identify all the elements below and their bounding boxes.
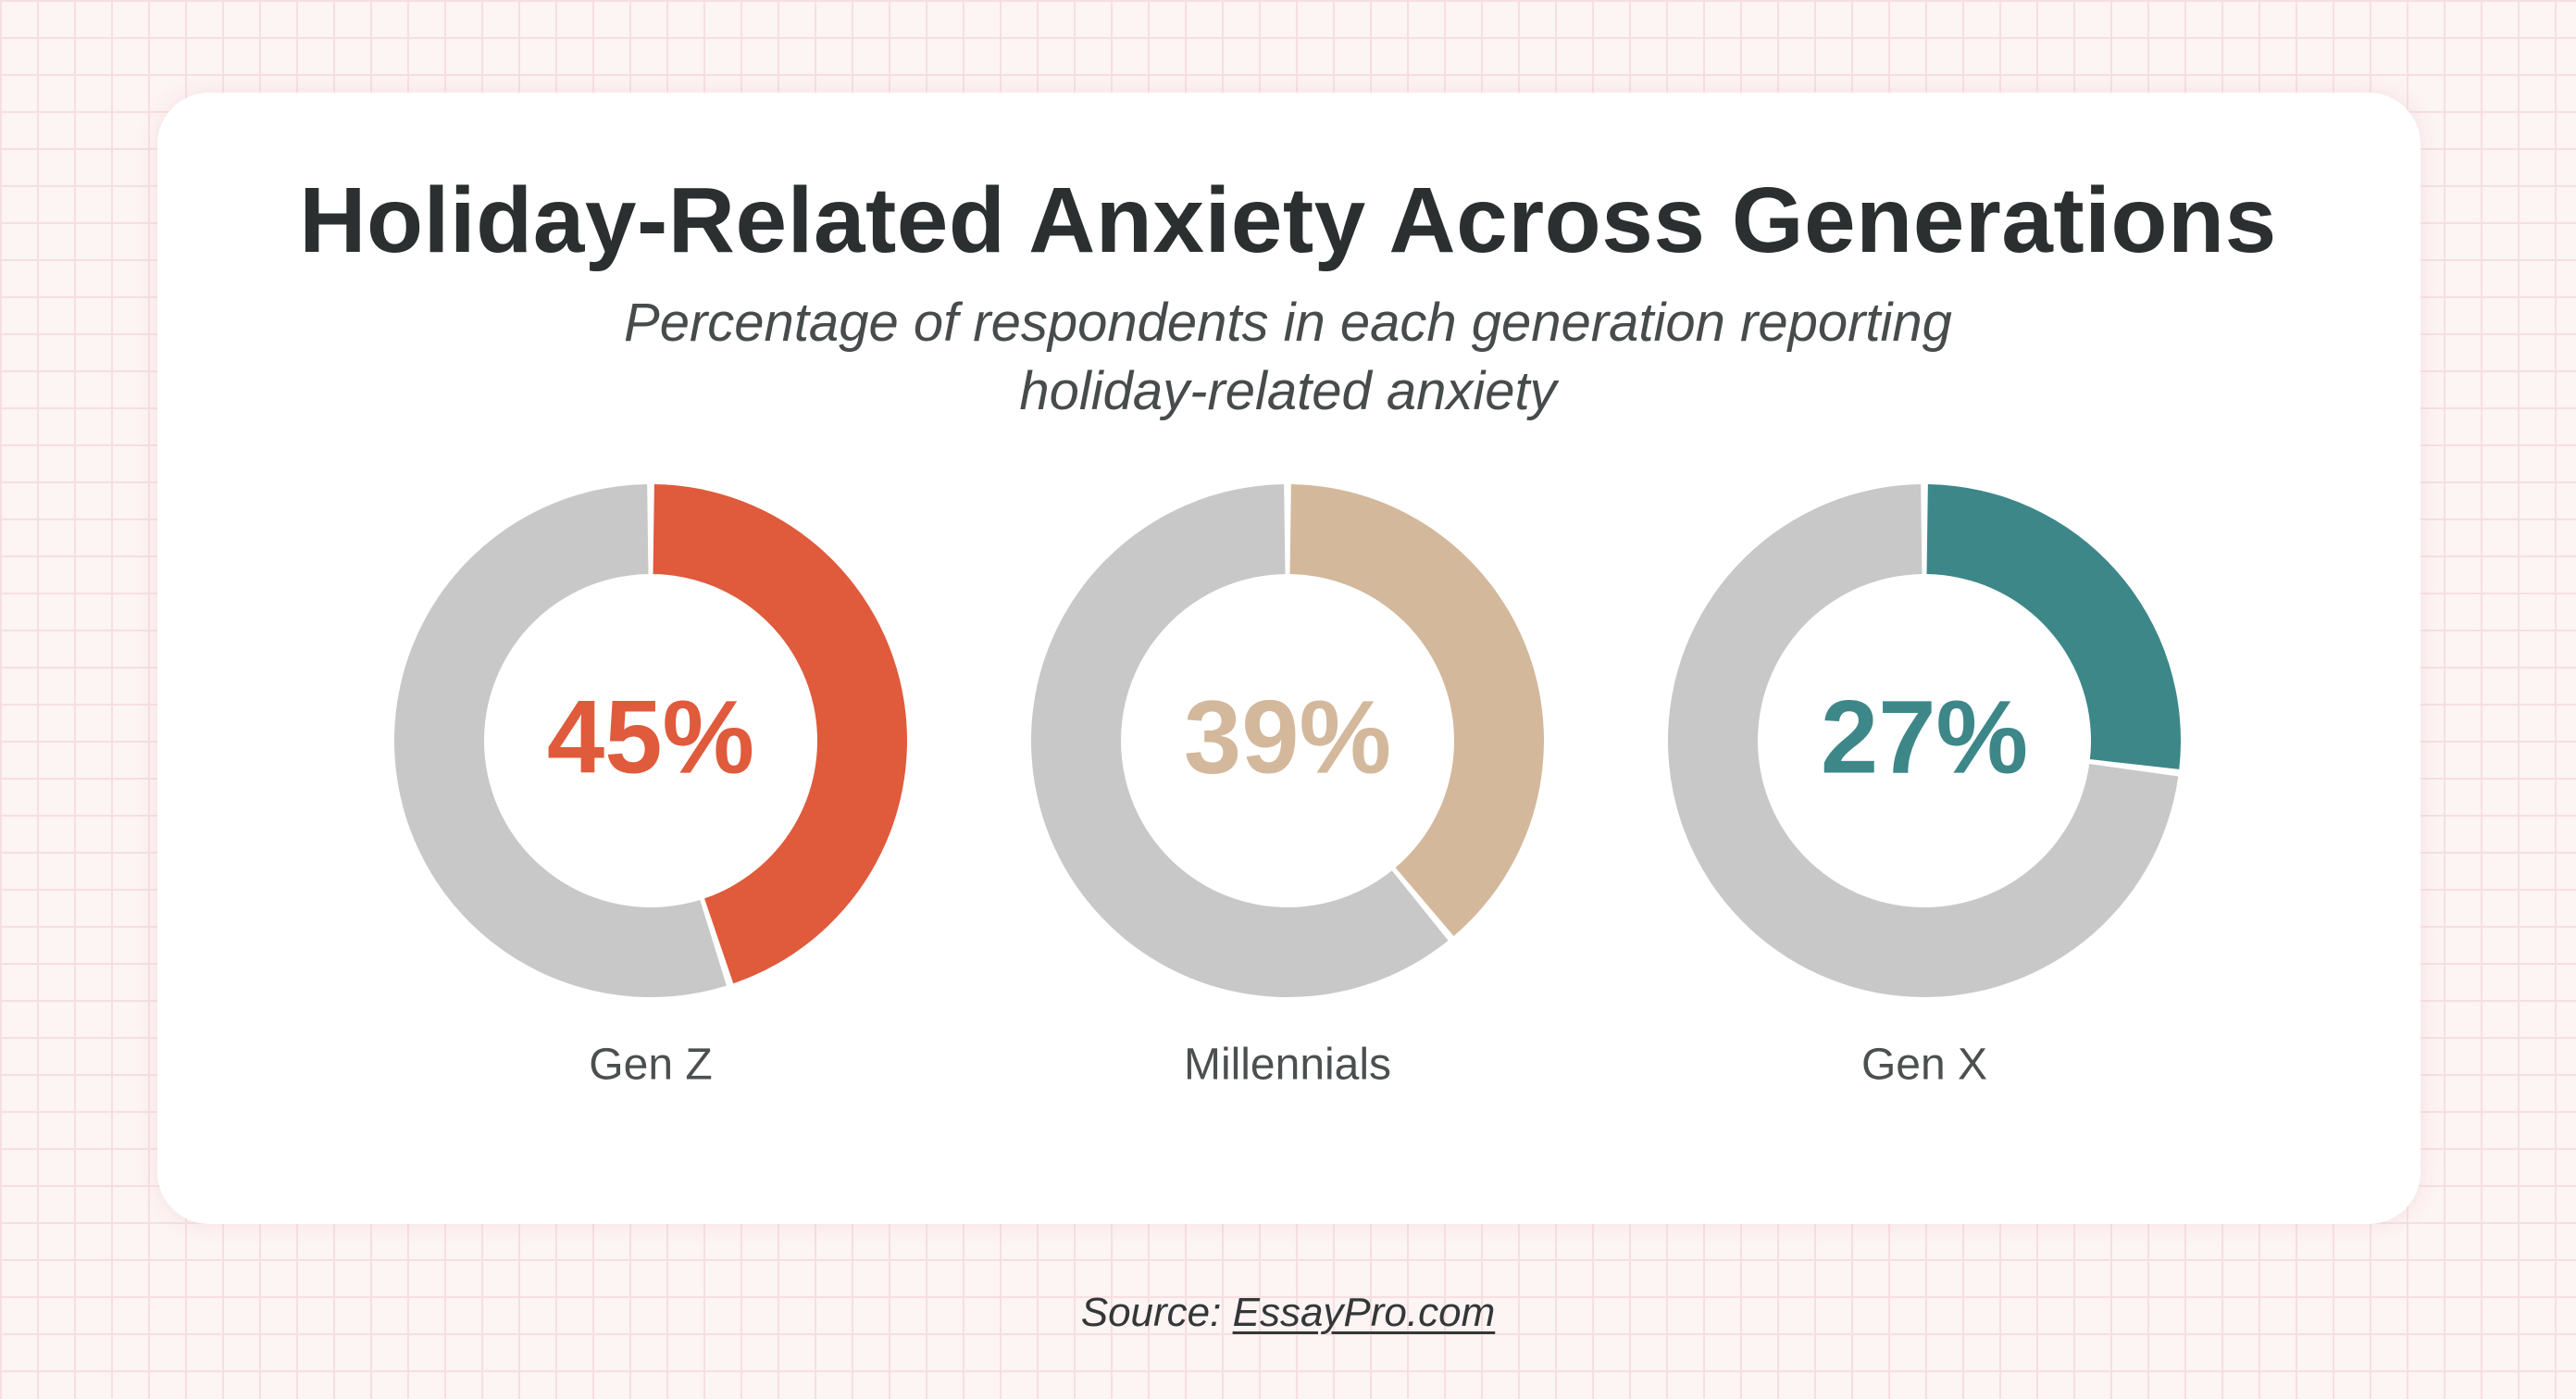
donut-remainder-millennials [1031, 484, 1449, 998]
donut-millennials: 39% Millennials [1031, 484, 1545, 1090]
donut-remainder-gen-z [393, 484, 727, 998]
donut-category-label-gen-x: Gen X [1861, 1041, 1987, 1090]
donut-gen-z: 45% Gen Z [393, 484, 907, 1090]
source-line: Source: EssayPro.com [0, 1285, 2576, 1341]
donut-value-gen-x [1926, 484, 2181, 769]
donut-category-label-millennials: Millennials [1184, 1041, 1391, 1090]
donut-category-label-gen-z: Gen Z [589, 1041, 712, 1090]
donut-value-label-millennials: 39% [1184, 680, 1391, 795]
donut-gen-x: 27% Gen X [1667, 484, 2181, 1090]
source-prefix: Source: [1080, 1290, 1233, 1335]
chart-subtitle: Percentage of respondents in each genera… [624, 293, 1952, 421]
donut-value-label-gen-x: 27% [1821, 680, 2028, 795]
source-link[interactable]: EssayPro.com [1232, 1290, 1496, 1335]
donut-value-gen-z [653, 484, 907, 984]
donut-value-millennials [1289, 484, 1545, 936]
chart-card [157, 93, 2420, 1224]
donut-value-label-gen-z: 45% [547, 680, 754, 795]
chart-title: Holiday-Related Anxiety Across Generatio… [299, 169, 2277, 272]
donut-remainder-gen-x [1667, 484, 2179, 998]
